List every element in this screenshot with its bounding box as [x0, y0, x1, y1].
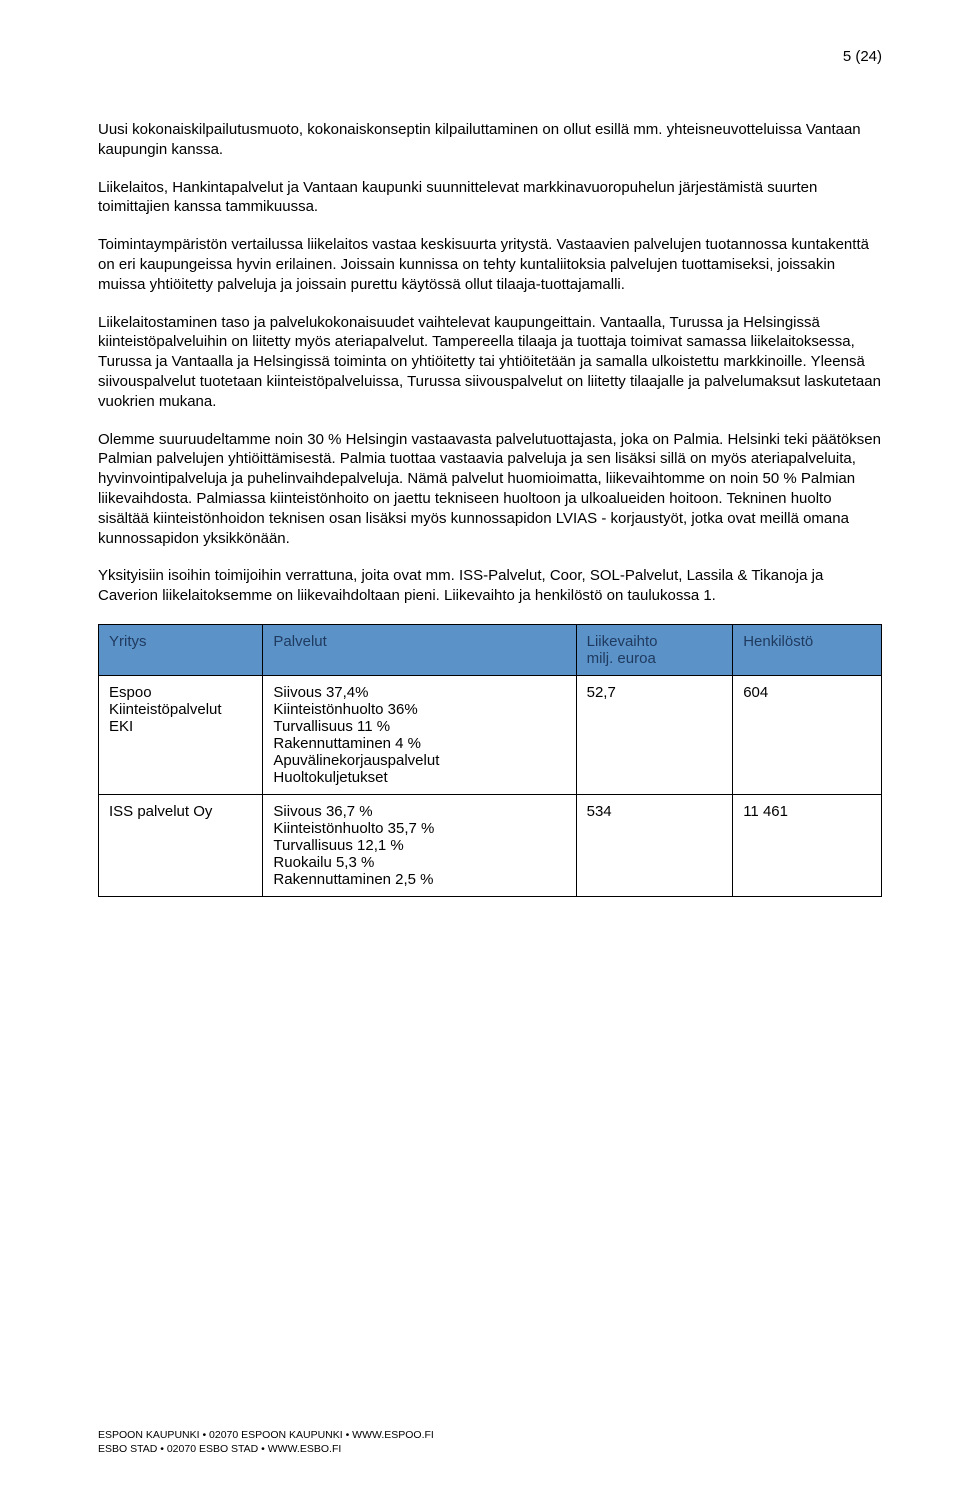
page-footer: ESPOON KAUPUNKI • 02070 ESPOON KAUPUNKI …	[98, 1428, 434, 1456]
cell-liikevaihto: 534	[576, 794, 733, 896]
footer-line: ESPOON KAUPUNKI • 02070 ESPOON KAUPUNKI …	[98, 1428, 434, 1442]
cell-palvelut: Siivous 36,7 % Kiinteistönhuolto 35,7 % …	[263, 794, 576, 896]
col-liikevaihto: Liikevaihto milj. euroa	[576, 624, 733, 675]
company-table: Yritys Palvelut Liikevaihto milj. euroa …	[98, 624, 882, 897]
table-body: Espoo Kiinteistöpalvelut EKI Siivous 37,…	[99, 675, 882, 896]
document-page: 5 (24) Uusi kokonaiskilpailutusmuoto, ko…	[0, 0, 960, 1502]
cell-henkilosto: 604	[733, 675, 882, 794]
col-palvelut: Palvelut	[263, 624, 576, 675]
col-yritys: Yritys	[99, 624, 263, 675]
col-henkilosto: Henkilöstö	[733, 624, 882, 675]
cell-palvelut: Siivous 37,4% Kiinteistönhuolto 36% Turv…	[263, 675, 576, 794]
body-content: Uusi kokonaiskilpailutusmuoto, kokonaisk…	[98, 120, 882, 897]
footer-line: ESBO STAD • 02070 ESBO STAD • WWW.ESBO.F…	[98, 1442, 434, 1456]
paragraph: Olemme suuruudeltamme noin 30 % Helsingi…	[98, 430, 882, 549]
paragraph: Toimintaympäristön vertailussa liikelait…	[98, 235, 882, 294]
paragraph: Yksityisiin isoihin toimijoihin verrattu…	[98, 566, 882, 606]
cell-henkilosto: 11 461	[733, 794, 882, 896]
cell-liikevaihto: 52,7	[576, 675, 733, 794]
paragraph: Liikelaitos, Hankintapalvelut ja Vantaan…	[98, 178, 882, 218]
table-row: ISS palvelut Oy Siivous 36,7 % Kiinteist…	[99, 794, 882, 896]
page-number: 5 (24)	[843, 48, 882, 65]
cell-yritys: Espoo Kiinteistöpalvelut EKI	[99, 675, 263, 794]
paragraph: Uusi kokonaiskilpailutusmuoto, kokonaisk…	[98, 120, 882, 160]
table-header: Yritys Palvelut Liikevaihto milj. euroa …	[99, 624, 882, 675]
table-header-row: Yritys Palvelut Liikevaihto milj. euroa …	[99, 624, 882, 675]
cell-yritys: ISS palvelut Oy	[99, 794, 263, 896]
paragraph: Liikelaitostaminen taso ja palvelukokona…	[98, 313, 882, 412]
table-row: Espoo Kiinteistöpalvelut EKI Siivous 37,…	[99, 675, 882, 794]
